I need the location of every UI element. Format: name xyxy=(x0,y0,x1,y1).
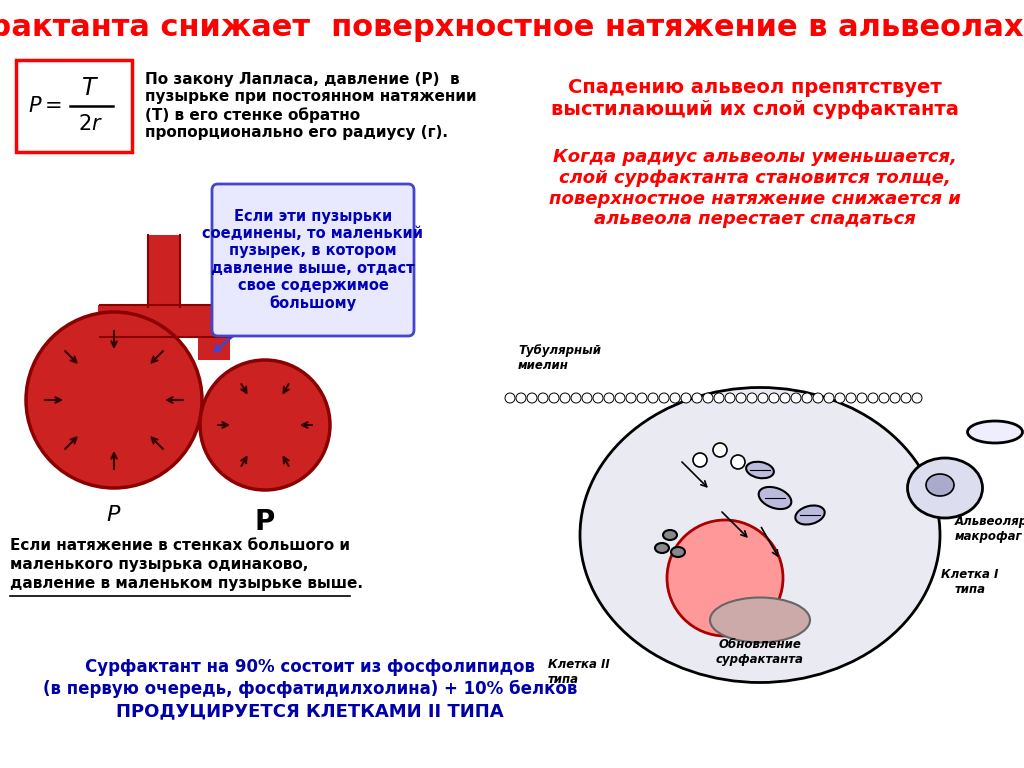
Circle shape xyxy=(769,393,779,403)
Circle shape xyxy=(780,393,790,403)
Ellipse shape xyxy=(968,421,1023,443)
Text: маленького пузырька одинаково,: маленького пузырька одинаково, xyxy=(10,557,308,572)
Text: Спадению альвеол препятствует
выстилающий их слой сурфактанта: Спадению альвеол препятствует выстилающи… xyxy=(551,78,958,119)
Text: Если натяжение в стенках большого и: Если натяжение в стенках большого и xyxy=(10,538,350,553)
Ellipse shape xyxy=(580,388,940,683)
Circle shape xyxy=(560,393,570,403)
Circle shape xyxy=(659,393,669,403)
Circle shape xyxy=(912,393,922,403)
FancyBboxPatch shape xyxy=(16,60,132,152)
Circle shape xyxy=(615,393,625,403)
Circle shape xyxy=(26,312,202,488)
Circle shape xyxy=(527,393,537,403)
Circle shape xyxy=(681,393,691,403)
Circle shape xyxy=(714,393,724,403)
Circle shape xyxy=(813,393,823,403)
Circle shape xyxy=(593,393,603,403)
FancyBboxPatch shape xyxy=(198,305,230,360)
Text: Когда радиус альвеолы уменьшается,
слой сурфактанта становится толще,
поверхност: Когда радиус альвеолы уменьшается, слой … xyxy=(549,148,961,228)
Circle shape xyxy=(736,393,746,403)
Circle shape xyxy=(703,393,713,403)
Circle shape xyxy=(835,393,845,403)
Text: $P=$: $P=$ xyxy=(28,96,62,116)
Circle shape xyxy=(901,393,911,403)
Text: Если эти пузырьки
соединены, то маленький
пузырек, в котором
давление выше, отда: Если эти пузырьки соединены, то маленьки… xyxy=(203,209,424,312)
Circle shape xyxy=(868,393,878,403)
Text: Тубулярный
миелин: Тубулярный миелин xyxy=(518,344,601,372)
Text: Клетка II
типа: Клетка II типа xyxy=(548,658,609,686)
Circle shape xyxy=(670,393,680,403)
Text: $\mathbf{P}$: $\mathbf{P}$ xyxy=(254,508,275,536)
Text: Клетка I
типа: Клетка I типа xyxy=(941,568,998,596)
Text: Альвеолярный
макрофаг: Альвеолярный макрофаг xyxy=(955,515,1024,543)
Text: (в первую очередь, фосфатидилхолина) + 10% белков: (в первую очередь, фосфатидилхолина) + 1… xyxy=(43,680,578,698)
FancyBboxPatch shape xyxy=(100,305,230,337)
Circle shape xyxy=(692,393,702,403)
Circle shape xyxy=(824,393,834,403)
Text: $P$: $P$ xyxy=(106,505,122,525)
Circle shape xyxy=(857,393,867,403)
Ellipse shape xyxy=(655,543,669,553)
Ellipse shape xyxy=(926,474,954,496)
Ellipse shape xyxy=(796,505,824,525)
Ellipse shape xyxy=(759,487,792,509)
Circle shape xyxy=(725,393,735,403)
Circle shape xyxy=(667,520,783,636)
Circle shape xyxy=(626,393,636,403)
Circle shape xyxy=(846,393,856,403)
Circle shape xyxy=(890,393,900,403)
Ellipse shape xyxy=(907,458,982,518)
Circle shape xyxy=(604,393,614,403)
Circle shape xyxy=(731,455,745,469)
Text: давление в маленьком пузырьке выше.: давление в маленьком пузырьке выше. xyxy=(10,576,362,591)
Circle shape xyxy=(538,393,548,403)
Circle shape xyxy=(571,393,581,403)
Text: Сурфактант на 90% состоит из фосфолипидов: Сурфактант на 90% состоит из фосфолипидо… xyxy=(85,658,535,676)
FancyBboxPatch shape xyxy=(98,305,130,380)
Circle shape xyxy=(693,453,707,467)
Ellipse shape xyxy=(671,547,685,557)
Text: ПРОДУЦИРУЕТСЯ КЛЕТКАМИ II ТИПА: ПРОДУЦИРУЕТСЯ КЛЕТКАМИ II ТИПА xyxy=(116,702,504,720)
Circle shape xyxy=(200,360,330,490)
Circle shape xyxy=(637,393,647,403)
Text: $2r$: $2r$ xyxy=(78,114,102,134)
Ellipse shape xyxy=(710,598,810,643)
Circle shape xyxy=(879,393,889,403)
Circle shape xyxy=(802,393,812,403)
FancyBboxPatch shape xyxy=(212,184,414,336)
Circle shape xyxy=(505,393,515,403)
Text: По закону Лапласа, давление (Р)  в
пузырьке при постоянном натяжении
(Т) в его с: По закону Лапласа, давление (Р) в пузырь… xyxy=(145,72,476,140)
Circle shape xyxy=(758,393,768,403)
Circle shape xyxy=(713,443,727,457)
Circle shape xyxy=(791,393,801,403)
Text: Обновление
сурфактанта: Обновление сурфактанта xyxy=(716,638,804,666)
Circle shape xyxy=(746,393,757,403)
Text: $T$: $T$ xyxy=(81,76,99,100)
Text: Слой сурфактанта снижает  поверхностное натяжение в альвеолах  в 5-7 раз: Слой сурфактанта снижает поверхностное н… xyxy=(0,14,1024,42)
Circle shape xyxy=(549,393,559,403)
Ellipse shape xyxy=(746,462,774,478)
FancyBboxPatch shape xyxy=(148,235,180,307)
Circle shape xyxy=(582,393,592,403)
Ellipse shape xyxy=(663,530,677,540)
Circle shape xyxy=(648,393,658,403)
Circle shape xyxy=(516,393,526,403)
